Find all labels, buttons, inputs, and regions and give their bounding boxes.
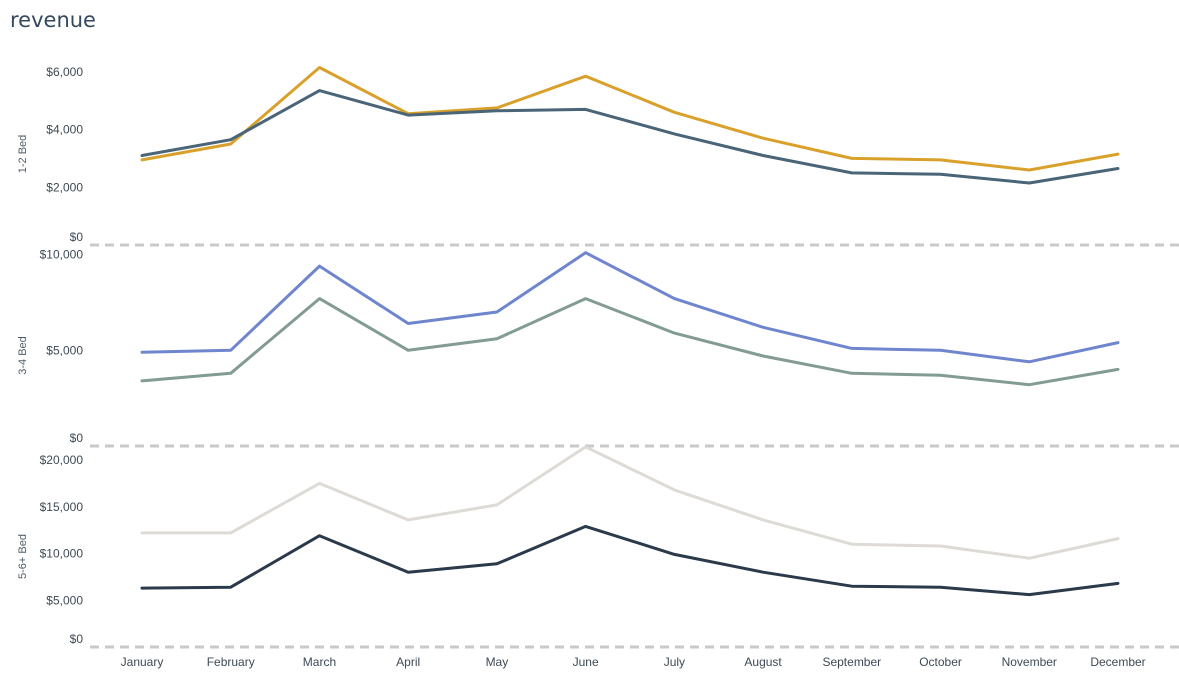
x-tick-label: July	[664, 655, 685, 669]
panel-1-ytick-label: $0	[70, 230, 84, 244]
panel-3-ytick-label: $15,000	[40, 500, 84, 514]
panel-1-series-2-line	[140, 89, 1120, 185]
x-tick-label: May	[486, 655, 509, 669]
panel-2-series-1-line	[140, 251, 1120, 364]
x-tick-label: January	[121, 655, 164, 669]
panel-2-series-2-line	[140, 297, 1120, 387]
panel-3-ytick-label: $10,000	[40, 547, 84, 561]
x-tick-label: April	[396, 655, 420, 669]
panel-3-ytick-label: $0	[70, 632, 84, 646]
x-tick-label: November	[1002, 655, 1057, 669]
x-tick-label: September	[822, 655, 881, 669]
panel-2-ytick-label: $5,000	[46, 343, 83, 357]
panel-3-label: 5-6+ Bed	[17, 534, 29, 579]
panel-3-series-1-line	[140, 445, 1120, 560]
panel-2-ytick-label: $0	[70, 431, 84, 445]
x-tick-label: June	[573, 655, 599, 669]
panel-1-series-1-line	[140, 66, 1120, 172]
panel-1-label: 1-2 Bed	[17, 135, 29, 174]
x-tick-label: October	[919, 655, 962, 669]
panel-1-ytick-label: $6,000	[46, 65, 83, 79]
panel-2-label: 3-4 Bed	[17, 336, 29, 375]
x-tick-label: February	[207, 655, 255, 669]
panel-1-ytick-label: $4,000	[46, 123, 83, 137]
panel-3-ytick-label: $5,000	[46, 593, 83, 607]
x-tick-label: December	[1090, 655, 1145, 669]
x-tick-label: August	[744, 655, 782, 669]
x-tick-label: March	[303, 655, 336, 669]
panel-1-ytick-label: $2,000	[46, 180, 83, 194]
panel-2-ytick-label: $10,000	[40, 248, 84, 262]
chart-title: revenue	[10, 8, 96, 32]
panel-3-ytick-label: $20,000	[40, 453, 84, 467]
panel-3-series-2-line	[140, 524, 1120, 597]
